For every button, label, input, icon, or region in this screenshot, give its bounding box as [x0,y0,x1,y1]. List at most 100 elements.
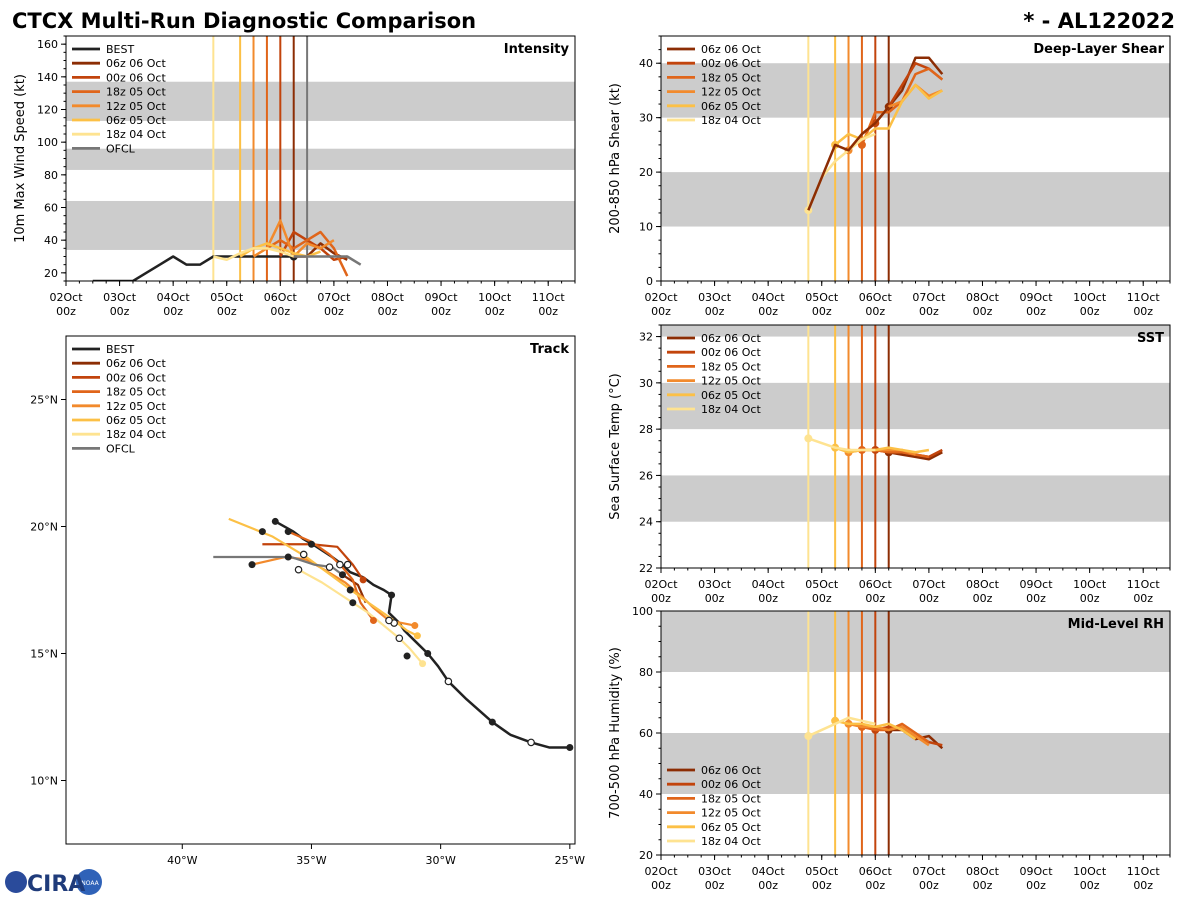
track-line-ofcl [213,555,344,576]
intensity-band [66,148,575,170]
track-line-18z-04-oct [298,568,424,665]
sst-xtick-label: 05Oct [805,578,839,591]
sst-xtick-label: 00z [705,592,725,605]
sst-panel: 22242628303202Oct00z03Oct00z04Oct00z05Oc… [608,324,1171,605]
sst-legend-label: 06z 05 Oct [701,389,761,402]
intensity-xtick-label: 00z [270,305,290,318]
intensity-legend-label: 00z 06 Oct [106,71,166,84]
intensity-xtick-label: 11Oct [532,291,566,304]
rh-legend-label: 18z 04 Oct [701,835,761,848]
track-ytick-label: 25°N [30,394,58,407]
rh-xtick-label: 06Oct [859,865,893,878]
track-point-filled [338,571,346,579]
track-plot-area [213,517,574,751]
shear-legend-label: 06z 05 Oct [701,100,761,113]
figure-title: CTCX Multi-Run Diagnostic Comparison [12,9,476,33]
sst-xtick-label: 04Oct [752,578,786,591]
rh-series-line [834,719,917,741]
shear-ytick-label: 10 [639,221,653,234]
rh-series-marker [804,732,813,741]
shear-plot-area [661,36,1170,281]
track-title: Track [530,342,569,357]
sst-xtick-label: 00z [919,592,939,605]
intensity-xtick-label: 10Oct [478,291,512,304]
track-line-best [274,520,570,749]
intensity-plot-area [66,36,575,281]
track-point-run [359,576,367,584]
intensity-xtick-label: 04Oct [157,291,191,304]
rh-ytick-label: 80 [639,666,653,679]
intensity-legend-label: 12z 05 Oct [106,100,166,113]
intensity-series-line [293,255,362,266]
track-point-run [369,616,377,624]
sst-legend-label: 18z 04 Oct [701,403,761,416]
rh-series-line [848,722,930,747]
sst-xtick-label: 03Oct [698,578,732,591]
rh-xtick-label: 00z [1133,879,1153,892]
intensity-legend-label: OFCL [106,142,136,155]
intensity-ytick-label: 80 [44,169,58,182]
shear-series-marker [857,140,866,149]
logo-globe-icon [5,871,27,893]
track-legend-label: 06z 05 Oct [106,414,166,427]
shear-band [661,172,1170,227]
track-legend-label: 06z 06 Oct [106,357,166,370]
sst-plot-area [661,325,1170,568]
sst-xtick-label: 00z [1133,592,1153,605]
rh-xtick-label: 00z [973,879,993,892]
shear-xtick-label: 11Oct [1127,291,1161,304]
rh-plot-area [661,611,1170,855]
track-point-filled [271,517,279,525]
shear-xtick-label: 00z [758,305,778,318]
intensity-title: Intensity [504,42,570,57]
sst-ytick-label: 22 [639,562,653,575]
rh-xtick-label: 05Oct [805,865,839,878]
shear-xtick-label: 00z [1026,305,1046,318]
shear-title: Deep-Layer Shear [1033,42,1164,57]
intensity-xtick-label: 00z [324,305,344,318]
sst-series-line [834,446,930,454]
shear-xtick-label: 00z [651,305,671,318]
sst-xtick-label: 02Oct [644,578,678,591]
intensity-xtick-label: 06Oct [264,291,298,304]
track-line-00z-06-oct [262,543,365,581]
track-xtick-label: 35°W [296,854,326,867]
sst-xtick-label: 00z [865,592,885,605]
shear-xtick-label: 07Oct [912,291,946,304]
track-legend-label: 00z 06 Oct [106,371,166,384]
rh-ytick-label: 40 [639,788,653,801]
track-point-filled [248,561,256,569]
rh-xtick-label: 00z [651,879,671,892]
track-line-06z-05-oct [228,517,418,637]
shear-xtick-label: 08Oct [966,291,1000,304]
intensity-ytick-label: 100 [37,136,58,149]
shear-xtick-label: 09Oct [1020,291,1054,304]
shear-xtick-label: 00z [1080,305,1100,318]
track-legend-label: 12z 05 Oct [106,400,166,413]
intensity-ytick-label: 140 [37,71,58,84]
track-point-filled [307,540,315,548]
sst-ytick-label: 32 [639,331,653,344]
intensity-legend-label: BEST [106,43,134,56]
sst-series-line [807,437,876,452]
intensity-band [66,81,575,121]
track-point-open [385,616,393,625]
rh-legend-label: 00z 06 Oct [701,778,761,791]
rh-xtick-label: 00z [865,879,885,892]
track-frame [65,335,576,845]
shear-ylabel: 200-850 hPa Shear (kt) [608,83,623,234]
intensity-ytick-label: 60 [44,202,58,215]
track-ytick-label: 10°N [30,775,58,788]
shear-legend-label: 18z 05 Oct [701,71,761,84]
intensity-series-line [213,247,295,262]
track-ytick-label: 20°N [30,521,58,534]
track-point-open [294,565,303,574]
shear-ytick-label: 30 [639,112,653,125]
shear-xtick-label: 04Oct [752,291,786,304]
rh-title: Mid-Level RH [1068,617,1164,632]
track-point-run [411,622,419,630]
rh-ytick-label: 60 [639,727,653,740]
intensity-xtick-label: 05Oct [210,291,244,304]
track-point-filled [346,586,354,594]
